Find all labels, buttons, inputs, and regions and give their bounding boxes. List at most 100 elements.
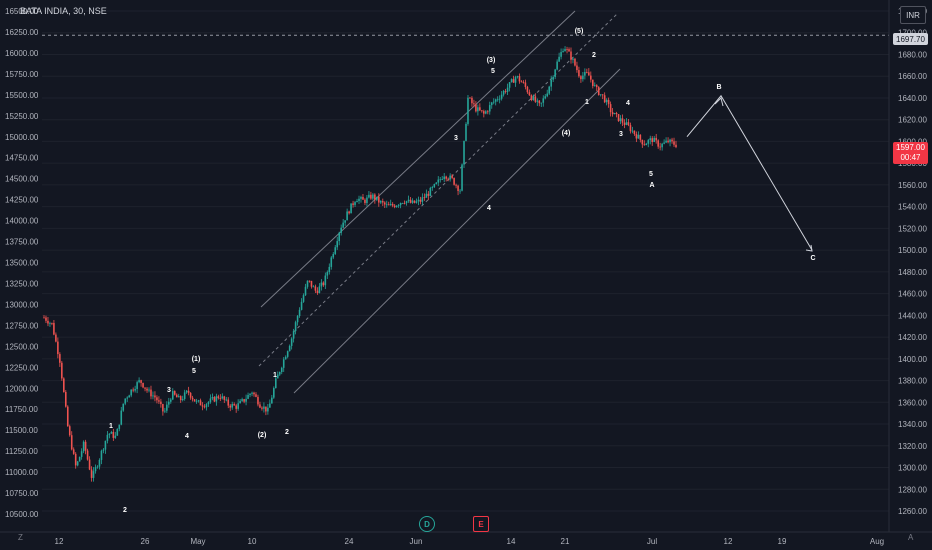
candle-body [457, 185, 459, 191]
candle-body [526, 86, 529, 93]
candle-body [673, 141, 675, 145]
candle-body [171, 391, 174, 400]
candle-body [605, 99, 608, 103]
candle-body [348, 211, 350, 214]
candle-body [72, 449, 75, 454]
candle-body [421, 197, 424, 202]
candle-body [100, 450, 103, 460]
timezone-corner[interactable]: Z [18, 533, 23, 542]
candle-body [84, 441, 87, 451]
grid [42, 10, 889, 512]
candle-body [617, 114, 620, 122]
candle-body [423, 197, 426, 199]
candle-body [211, 397, 214, 399]
dividend-d-icon[interactable]: D [419, 516, 435, 532]
wave-labels: 1 2 (1) 5 3 4 (2) 1 2 3 4 (3) 5 (4) 1 (5) 2 4 3 5 A B C [109, 28, 815, 514]
candle-body [94, 467, 97, 472]
candle-body [122, 403, 125, 411]
left-price-axis[interactable]: 10500.00 10750.00 11000.00 11250.00 11500.00… [5, 7, 39, 519]
candle-body [82, 441, 85, 452]
candle-body [334, 247, 337, 254]
right-tick-label: 1600.00 [898, 137, 927, 146]
left-tick-label: 11250.00 [5, 447, 38, 456]
currency-button[interactable]: INR [900, 6, 926, 24]
candle-body [588, 72, 590, 76]
left-tick-label: 11750.00 [5, 405, 38, 414]
candle-body [177, 396, 180, 398]
candle-body [500, 94, 503, 99]
candle-body [560, 52, 562, 57]
auto-scale-corner[interactable]: A [908, 533, 914, 542]
candle-body [378, 196, 380, 203]
candle-body [582, 75, 584, 80]
candle-body [439, 179, 442, 181]
wave-label: (2) [258, 432, 267, 439]
right-tick-label: 1420.00 [898, 333, 927, 342]
wave-label: 3 [454, 135, 458, 142]
time-tick-label: 14 [507, 537, 516, 546]
candle-body [609, 104, 612, 113]
candle-body [578, 70, 580, 77]
candle-body [548, 86, 551, 94]
candle-body [274, 378, 277, 389]
candle-body [597, 87, 600, 96]
candle-body [322, 282, 325, 286]
candle-body [346, 211, 348, 221]
time-axis[interactable]: 12 26 May 10 24 Jun 14 21 Jul 12 19 Aug [0, 531, 932, 546]
candle-body [282, 359, 285, 368]
candle-body [51, 322, 53, 324]
candle-body [96, 466, 99, 468]
left-tick-label: 16000.00 [5, 49, 39, 58]
candle-body [294, 322, 297, 332]
candle-body [362, 197, 364, 200]
wave-label: 1 [109, 423, 113, 430]
candle-body [427, 193, 430, 196]
reference-level-tag: 1697.70 [893, 33, 928, 45]
candle-body [49, 322, 51, 324]
candle-body [637, 134, 640, 139]
wave-label: 5 [192, 368, 196, 375]
symbol-title: BATA INDIA, 30, NSE [20, 6, 107, 16]
wave-label: 2 [285, 429, 289, 436]
time-tick-label: 12 [724, 537, 733, 546]
candle-body [449, 175, 451, 180]
candle-body [655, 137, 657, 141]
candle-body [425, 193, 428, 198]
candle-body [102, 449, 105, 451]
right-tick-label: 1480.00 [898, 268, 927, 277]
candle-body [185, 390, 188, 393]
candle-body [370, 194, 372, 199]
candle-body [124, 398, 127, 404]
right-tick-label: 1500.00 [898, 246, 927, 255]
candle-body [342, 222, 344, 228]
left-tick-label: 15000.00 [5, 133, 39, 142]
candle-body [461, 164, 463, 191]
time-tick-label: 19 [778, 537, 787, 546]
candle-body [647, 140, 650, 144]
candle-body [326, 272, 329, 276]
candle-body [314, 286, 317, 291]
right-tick-label: 1360.00 [898, 398, 927, 407]
candle-body [229, 405, 232, 408]
candle-body [409, 199, 412, 203]
candle-body [298, 309, 301, 317]
candle-body [368, 194, 370, 198]
candle-body [80, 451, 83, 457]
candle-body [88, 459, 91, 470]
wave-label: 3 [167, 387, 171, 394]
time-tick-label: Jul [647, 537, 657, 546]
candle-body [360, 197, 362, 199]
channel-upper-line [260, 10, 576, 308]
countdown-value: 00:47 [900, 153, 921, 162]
earnings-e-icon[interactable]: E [473, 516, 489, 532]
candle-body [316, 290, 319, 294]
candle-body [568, 49, 570, 52]
left-tick-label: 13000.00 [5, 300, 39, 309]
candle-body [239, 400, 241, 404]
left-tick-label: 13500.00 [5, 259, 39, 268]
candle-body [488, 105, 491, 112]
right-tick-label: 1680.00 [898, 50, 927, 59]
candle-body [150, 389, 152, 397]
candle-body [261, 407, 263, 409]
